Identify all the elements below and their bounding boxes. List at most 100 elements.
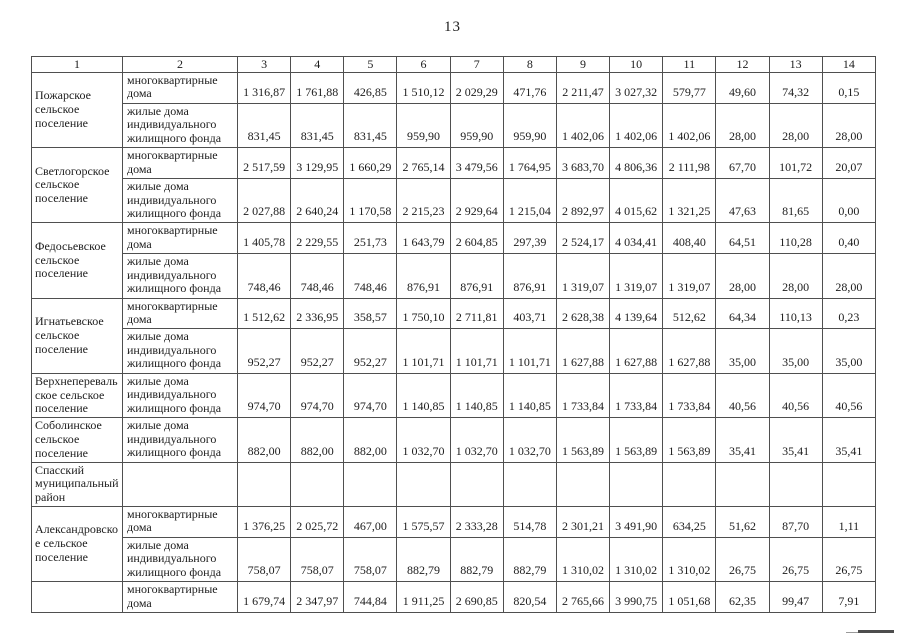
value-cell: 1 750,10 — [396, 297, 451, 330]
housing-type-cell: жилые дома индивидуального жилищного фон… — [122, 536, 238, 583]
value-cell: 28,00 — [821, 102, 877, 149]
value-cell: 251,73 — [343, 222, 398, 255]
housing-type-cell: многоквартирные дома — [122, 72, 238, 104]
settlement-name-cell: Игнатьевское сельское поселение — [31, 297, 123, 374]
value-cell: 1 764,95 — [502, 147, 557, 180]
value-cell: 882,00 — [236, 417, 292, 463]
value-cell: 744,84 — [343, 581, 398, 613]
value-cell: 2 333,28 — [449, 505, 504, 538]
value-cell — [715, 461, 770, 507]
value-cell: 974,70 — [236, 372, 292, 419]
table-row: жилые дома индивидуального жилищного фон… — [32, 328, 877, 374]
settlement-name-cell: Соболинское сельское поселение — [31, 417, 123, 463]
table-row: жилые дома индивидуального жилищного фон… — [32, 536, 877, 583]
value-cell: 1 032,70 — [449, 417, 504, 463]
value-cell: 1,11 — [821, 505, 877, 538]
column-header: 11 — [662, 56, 717, 73]
value-cell: 1 402,06 — [609, 102, 664, 149]
column-header: 5 — [343, 56, 398, 73]
value-cell: 2 892,97 — [555, 178, 611, 224]
value-cell: 3 683,70 — [555, 147, 611, 180]
value-cell: 2 690,85 — [449, 581, 504, 613]
value-cell: 1 510,12 — [396, 72, 451, 104]
value-cell: 512,62 — [662, 297, 717, 330]
table-row: Федосьевское сельское поселение многоквар… — [31, 222, 877, 299]
table-header-row: 1 2 3 4 5 6 7 8 9 10 11 12 13 14 — [31, 56, 877, 73]
value-cell: 1 140,85 — [502, 372, 557, 419]
value-cell: 882,79 — [502, 536, 557, 583]
value-cell — [768, 461, 823, 507]
value-cell: 28,00 — [821, 253, 877, 299]
value-cell: 1 319,07 — [609, 253, 664, 299]
value-cell: 2 929,64 — [449, 178, 504, 224]
housing-type-cell: жилые дома индивидуального жилищного фон… — [122, 102, 238, 149]
value-cell: 1 627,88 — [555, 328, 611, 374]
value-cell: 2 025,72 — [290, 505, 345, 538]
value-cell: 81,65 — [768, 178, 823, 224]
table-row: Игнатьевское сельское поселение многоквар… — [31, 297, 877, 374]
value-cell: 64,34 — [715, 297, 770, 330]
value-cell: 1 140,85 — [449, 372, 504, 419]
value-cell — [821, 461, 877, 507]
value-cell: 2 229,55 — [290, 222, 345, 255]
settlement-name-cell — [31, 581, 123, 613]
value-cell: 1 319,07 — [662, 253, 717, 299]
value-cell: 110,28 — [768, 222, 823, 255]
value-cell: 403,71 — [502, 297, 557, 330]
housing-type-cell — [122, 461, 238, 507]
value-cell: 4 015,62 — [609, 178, 664, 224]
value-cell: 0,15 — [821, 72, 877, 104]
settlement-name-cell: Спасский муниципальный район — [31, 461, 123, 507]
value-cell: 99,47 — [768, 581, 823, 613]
value-cell: 1 310,02 — [555, 536, 611, 583]
value-cell — [555, 461, 611, 507]
table-row: жилые дома индивидуального жилищного фон… — [32, 102, 877, 149]
value-cell: 62,35 — [715, 581, 770, 613]
value-cell: 758,07 — [236, 536, 292, 583]
value-cell: 358,57 — [343, 297, 398, 330]
value-cell: 28,00 — [768, 102, 823, 149]
footer-rule-dark — [858, 630, 894, 633]
value-cell: 748,46 — [290, 253, 345, 299]
value-cell: 2 628,38 — [555, 297, 611, 330]
value-cell: 1 310,02 — [609, 536, 664, 583]
value-cell: 1 575,57 — [396, 505, 451, 538]
column-header: 12 — [715, 56, 770, 73]
value-cell: 4 034,41 — [609, 222, 664, 255]
value-cell: 1 376,25 — [236, 505, 292, 538]
value-cell: 4 139,64 — [609, 297, 664, 330]
value-cell: 1 911,25 — [396, 581, 451, 613]
value-cell: 2 215,23 — [396, 178, 451, 224]
value-cell: 47,63 — [715, 178, 770, 224]
value-cell: 882,00 — [343, 417, 398, 463]
settlement-name-cell: Пожарское сельское поселение — [31, 71, 123, 149]
value-cell: 4 806,36 — [609, 147, 664, 180]
value-cell: 1 402,06 — [555, 102, 611, 149]
table-row: Спасский муниципальный район — [31, 461, 877, 507]
table-row: Александровское сельское поселение многок… — [31, 505, 877, 583]
value-cell: 110,13 — [768, 297, 823, 330]
value-cell: 3 479,56 — [449, 147, 504, 180]
column-header: 2 — [122, 56, 238, 73]
value-cell: 882,79 — [449, 536, 504, 583]
value-cell: 882,79 — [396, 536, 451, 583]
value-cell: 1 402,06 — [662, 102, 717, 149]
value-cell: 2 211,47 — [555, 72, 611, 104]
value-cell: 974,70 — [343, 372, 398, 419]
value-cell: 2 347,97 — [290, 581, 345, 613]
value-cell: 3 129,95 — [290, 147, 345, 180]
value-cell — [449, 461, 504, 507]
value-cell: 1 563,89 — [555, 417, 611, 463]
column-header: 9 — [555, 56, 611, 73]
value-cell: 2 111,98 — [662, 147, 717, 180]
value-cell: 40,56 — [821, 372, 877, 419]
value-cell: 40,56 — [715, 372, 770, 419]
value-cell: 49,60 — [715, 72, 770, 104]
value-cell: 297,39 — [502, 222, 557, 255]
value-cell: 67,70 — [715, 147, 770, 180]
value-cell — [609, 461, 664, 507]
value-cell: 1 101,71 — [396, 328, 451, 374]
value-cell: 2 336,95 — [290, 297, 345, 330]
housing-type-cell: жилые дома индивидуального жилищного фон… — [122, 328, 238, 374]
value-cell: 876,91 — [396, 253, 451, 299]
